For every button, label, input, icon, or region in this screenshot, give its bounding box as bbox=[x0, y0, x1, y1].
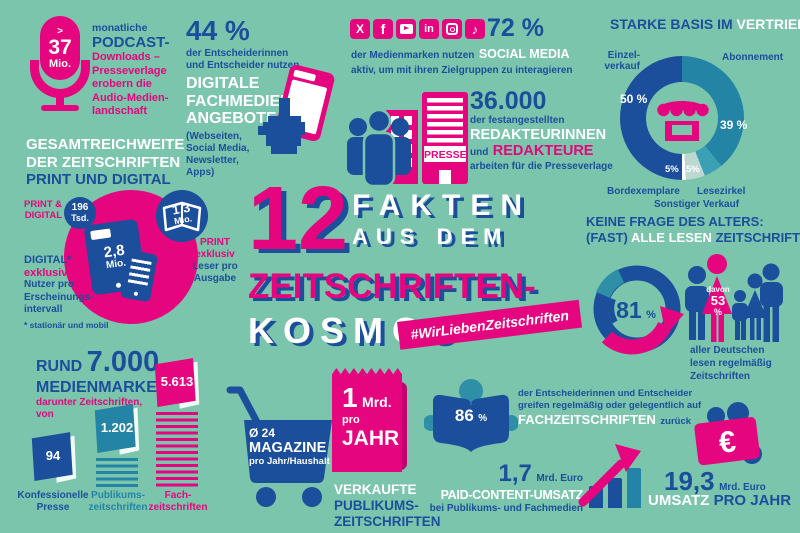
section-podcast: > 37 Mio. bbox=[24, 12, 124, 114]
hashtag-ribbon: #WirLiebenZeitschriften bbox=[397, 299, 583, 350]
editors-number: 36.000 bbox=[470, 87, 547, 115]
editors-people-icon bbox=[347, 108, 411, 188]
podcast-gt: > bbox=[57, 25, 63, 37]
alter-davon: davon 53 % bbox=[706, 285, 730, 318]
growth-arrow-icon bbox=[578, 444, 641, 507]
label-bordexemplare: Bordexemplare bbox=[607, 186, 680, 197]
x-icon: X bbox=[350, 19, 370, 39]
paid-bar-3 bbox=[627, 468, 641, 508]
book-fach-value: 5.613 bbox=[160, 374, 194, 389]
reach-print-label: PRINT exklusiv Leser pro Ausgabe bbox=[192, 237, 238, 284]
book-konfessionelle bbox=[31, 432, 77, 483]
euro-sign: € bbox=[717, 425, 738, 460]
pixel-hand-icon bbox=[258, 98, 305, 154]
paid-text: 1,7 Mrd. Euro PAID-CONTENT-UMSATZ bei Pu… bbox=[429, 460, 584, 514]
label-konfessionelle: Konfessionelle Presse bbox=[17, 490, 89, 513]
vertrieb-heading: STARKE BASIS IM VERTRIEB bbox=[610, 16, 800, 32]
podcast-title: PODCAST- bbox=[92, 34, 170, 51]
microphone-icon bbox=[30, 60, 90, 98]
presse-sign: PRESSE bbox=[424, 149, 467, 161]
reach-heading: GESAMTREICHWEITE DER ZEITSCHRIFTEN PRINT… bbox=[26, 136, 185, 188]
tiktok-icon: ♪ bbox=[465, 19, 485, 39]
reach-footnote: * stationär und mobil bbox=[24, 320, 109, 330]
book-konfessionelle-value: 94 bbox=[45, 448, 61, 463]
pct-einzelverkauf: 50 % bbox=[620, 92, 648, 106]
reach-digital-label: DIGITAL* exklusiv Nutzer pro Erscheinung… bbox=[24, 254, 94, 315]
alter-heading: KEINE FRAGE DES ALTERS: (FAST) ALLE LESE… bbox=[586, 214, 800, 245]
label-lesezirkel: Lesezirkel bbox=[697, 186, 746, 197]
brands-heading: RUND 7.000 MEDIENMARKEN, darunter Zeitsc… bbox=[36, 346, 173, 420]
podcast-unit: Mio. bbox=[49, 57, 71, 70]
social-text: der Medienmarken nutzen SOCIAL MEDIA akt… bbox=[351, 47, 573, 76]
paid-bar-2 bbox=[608, 478, 622, 508]
fachmedien-percent: 86 % bbox=[454, 406, 488, 425]
youtube-icon bbox=[396, 19, 416, 39]
pct-sonstiger: 5% bbox=[665, 164, 679, 175]
book-fach bbox=[154, 358, 200, 409]
social-percent: 72 % bbox=[487, 14, 544, 42]
kiosk-icon bbox=[657, 101, 709, 141]
label-fach: Fach- zeitschriften bbox=[148, 490, 208, 513]
alter-caption: aller Deutschen lesen regelmäßig Zeitsch… bbox=[690, 345, 772, 382]
editors-text: 36.000 der festangestellten REDAKTEURINN… bbox=[470, 88, 655, 173]
section-digital-offers: 44 % der Entscheiderinnen und Entscheide… bbox=[186, 16, 316, 179]
title-word1: FAKTEN bbox=[352, 189, 532, 222]
alter-percent: 81 % bbox=[616, 297, 656, 323]
podcast-text: monatliche PODCAST- Downloads – Presseve… bbox=[92, 22, 204, 119]
shopping-cart-icon bbox=[226, 386, 332, 507]
digital-offers-percent: 44 % bbox=[186, 15, 250, 46]
book-publikums-value: 1.202 bbox=[100, 420, 134, 435]
label-sonstiger-verkauf: Sonstiger Verkauf bbox=[654, 199, 740, 210]
instagram-icon bbox=[442, 19, 462, 39]
book-publikums bbox=[94, 404, 140, 455]
label-einzelverkauf: Einzel- verkauf bbox=[604, 50, 640, 72]
facebook-icon: f bbox=[373, 19, 393, 39]
umsatz-caption: UMSATZ PRO JAHR bbox=[648, 492, 792, 509]
reach-book-circle: 1,3 Mio. bbox=[156, 190, 208, 242]
social-icons: X f in ♪ bbox=[350, 19, 485, 39]
price-tag: 1 Mrd. pro JAHR bbox=[332, 368, 402, 472]
label-publikums: Publikums- zeitschriften bbox=[88, 490, 148, 513]
alter-donut-chart bbox=[593, 265, 684, 355]
title-word2: AUS DEM bbox=[352, 224, 510, 249]
podcast-intro: monatliche bbox=[92, 22, 148, 34]
title-word3: ZEITSCHRIFTEN- bbox=[248, 267, 536, 306]
book-publikums-stack bbox=[96, 458, 138, 488]
vertrieb-donut-chart bbox=[620, 56, 744, 180]
fachmedien-text: der Entscheiderinnen und Entscheider gre… bbox=[518, 388, 702, 427]
podcast-number: 37 bbox=[48, 35, 72, 59]
pct-bordexemplare: 1 bbox=[657, 163, 663, 173]
reach-print-digital-label: PRINT & DIGITAL bbox=[24, 199, 62, 221]
alter-people-icons bbox=[685, 254, 783, 342]
book-fach-stack bbox=[156, 412, 198, 488]
sold-caption: VERKAUFTE PUBLIKUMS- ZEITSCHRIFTEN bbox=[334, 482, 441, 529]
open-book-icon bbox=[162, 201, 202, 232]
label-abonnement: Abonnement bbox=[722, 52, 784, 63]
pct-abonnement: 39 % bbox=[720, 118, 748, 132]
pct-lesezirkel: 5% bbox=[686, 164, 700, 175]
linkedin-icon: in bbox=[419, 19, 439, 39]
title-number: 12 bbox=[248, 169, 349, 269]
reader-book-icon bbox=[424, 379, 518, 452]
money-icon: € bbox=[694, 402, 762, 466]
umsatz-value: 19,3 Mrd. Euro bbox=[664, 466, 766, 496]
cart-text: Ø 24 MAGAZINE pro Jahr/Haushalt bbox=[249, 426, 330, 467]
reach-badge: 196 Tsd. bbox=[64, 197, 96, 229]
